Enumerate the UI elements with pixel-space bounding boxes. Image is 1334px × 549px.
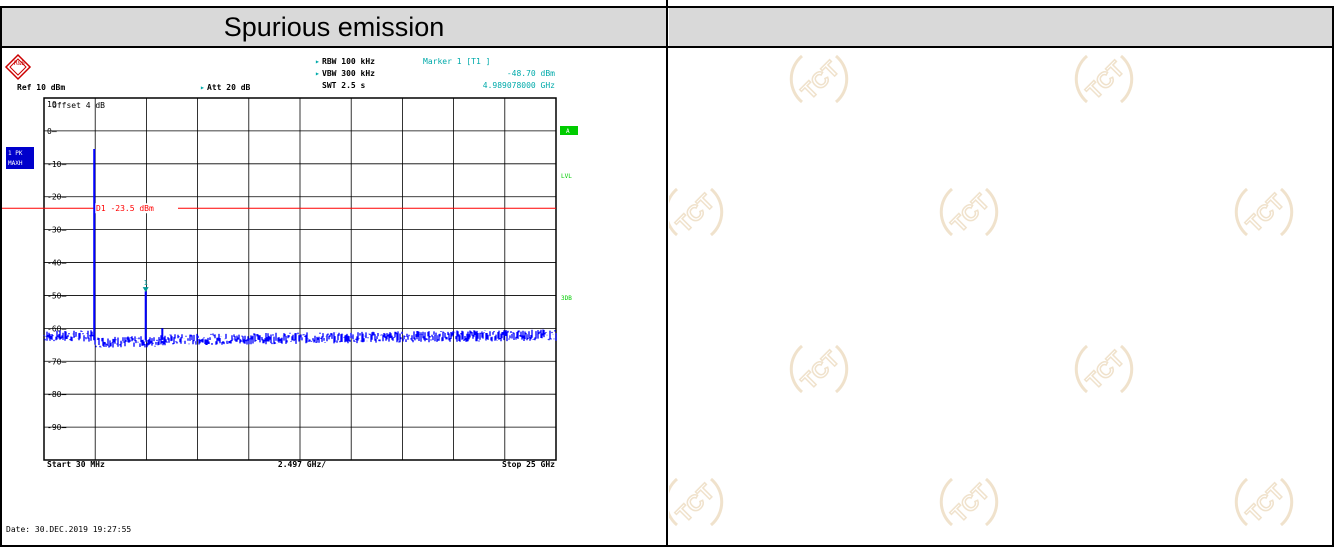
grid (44, 98, 556, 460)
tct-watermark-logo: TCT (669, 477, 724, 528)
svg-text:TCT: TCT (796, 56, 844, 104)
rs-logo-text: R&S (14, 60, 25, 67)
side-a-badge (560, 126, 578, 135)
y-tick-label: -90— (47, 423, 66, 432)
svg-text:TCT: TCT (796, 346, 844, 394)
marker-triangle (142, 287, 149, 293)
svg-text:TCT: TCT (671, 189, 719, 237)
swt-label: SWT 2.5 s (322, 81, 366, 90)
svg-text:TCT: TCT (1241, 479, 1289, 527)
y-tick-label: 0— (47, 127, 57, 136)
stop-frequency-label: Stop 25 GHz (502, 460, 555, 469)
side-lvl-label: LVL (561, 173, 572, 180)
y-tick-label: -10— (47, 160, 66, 169)
svg-text:TCT: TCT (946, 479, 994, 527)
y-tick-label: -60— (47, 324, 66, 333)
svg-text:TCT: TCT (671, 479, 719, 527)
marker-title: Marker 1 [T1 ] (423, 57, 490, 66)
y-tick-label: -20— (47, 193, 66, 202)
limit-line-label: D1 -23.5 dBm (96, 204, 154, 213)
tct-watermark-logo: TCT (1234, 187, 1294, 238)
svg-text:TCT: TCT (1081, 346, 1129, 394)
tct-watermark-logo: TCT (669, 187, 724, 238)
watermark-area: TCT TCT TCT TCT TCT TCT TCT TCT TCT TCT (669, 49, 1332, 544)
rs-logo: R&S (4, 53, 32, 81)
svg-text:TCT: TCT (1081, 56, 1129, 104)
limit-label-bg (94, 203, 178, 214)
svg-text:▸: ▸ (315, 57, 320, 66)
vbw-label: VBW 300 kHz (322, 69, 375, 78)
svg-text:▸: ▸ (315, 69, 320, 78)
noise-trace (43, 329, 557, 348)
y-tick-label: -80— (47, 390, 66, 399)
y-tick-labels: 10 0— -10— -20— -30— -40— -50— -60— -70— -80— -90— (47, 100, 66, 432)
y-tick-label: -50— (47, 291, 66, 300)
trace-badge-2: MAXH (8, 160, 23, 167)
svg-text:TCT: TCT (1241, 189, 1289, 237)
page-title: Spurious emission (2, 8, 666, 46)
start-frequency-label: Start 30 MHz (47, 460, 105, 469)
tct-watermark-logo: TCT (1074, 344, 1134, 395)
side-3db-label: 3DB (561, 295, 572, 302)
trace (43, 149, 557, 348)
offset-label: Offset 4 dB (52, 101, 105, 110)
plot-area: 10 0— -10— -20— -30— -40— -50— -60— -70— -80— -90—… (2, 97, 557, 461)
y-tick-label: -70— (47, 357, 66, 366)
ref-level-label: Ref 10 dBm (17, 83, 65, 92)
table-border-stub (666, 0, 668, 8)
y-tick-label: -40— (47, 259, 66, 268)
side-a-label: A (566, 128, 570, 135)
table-border-center (666, 6, 668, 547)
trace-badge (6, 147, 34, 169)
svg-text:▸: ▸ (200, 83, 205, 92)
marker-frequency: 4.989078000 GHz (483, 81, 555, 90)
marker-level: -48.70 dBm (507, 69, 555, 78)
tct-watermark-logo: TCT (939, 477, 999, 528)
tct-watermark-logo: TCT (1074, 54, 1134, 105)
attenuation-label: Att 20 dB (207, 83, 251, 92)
y-tick-label: -30— (47, 226, 66, 235)
marker-number: 1 (144, 279, 148, 287)
tct-watermark-logo: TCT (789, 54, 849, 105)
empty-title-cell (669, 8, 1332, 46)
trace-badge-1: 1 PK (8, 150, 23, 157)
y-tick-label: 10 (47, 100, 57, 109)
marker-1: 1 (142, 279, 149, 293)
tct-watermark-logo: TCT (789, 344, 849, 395)
table-border-left (0, 6, 2, 547)
svg-text:TCT: TCT (946, 189, 994, 237)
table-border-right (1332, 6, 1334, 547)
span-per-div-label: 2.497 GHz/ (278, 460, 326, 469)
spectrum-analyzer-screenshot: R&S ▸ RBW 100 kHz ▸ VBW 300 kHz SWT 2.5 … (2, 49, 666, 544)
tct-watermark-logo: TCT (939, 187, 999, 238)
spectrum-svg: R&S ▸ RBW 100 kHz ▸ VBW 300 kHz SWT 2.5 … (2, 53, 578, 534)
tct-watermark-logo: TCT (1234, 477, 1294, 528)
date-label: Date: 30.DEC.2019 19:27:55 (6, 525, 131, 534)
rbw-label: RBW 100 kHz (322, 57, 375, 66)
